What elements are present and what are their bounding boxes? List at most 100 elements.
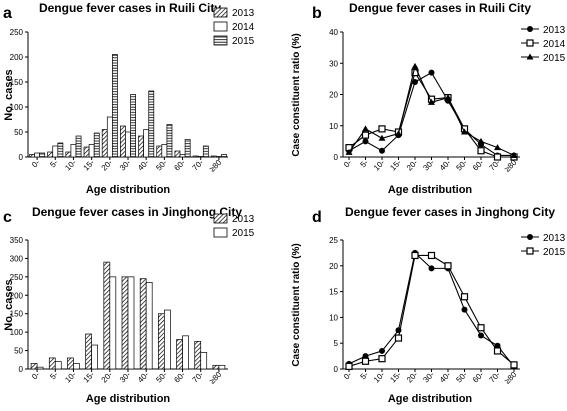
x-tick-label: 5- bbox=[359, 370, 371, 382]
data-point bbox=[428, 265, 435, 272]
data-point bbox=[345, 362, 353, 371]
x-tick-label: 50- bbox=[454, 158, 469, 173]
y-tick-label: 150 bbox=[10, 310, 24, 319]
panel-d: d Dengue fever cases in Jinghong City Case… bbox=[291, 205, 566, 405]
y-tick-label: 200 bbox=[10, 53, 24, 62]
bar bbox=[174, 150, 181, 158]
panel-c: c Dengue fever cases in Jinghong City No. … bbox=[3, 205, 255, 405]
bar bbox=[65, 151, 72, 158]
bar bbox=[52, 145, 59, 158]
series-line bbox=[348, 64, 515, 156]
y-tick-label: 0 bbox=[334, 153, 339, 162]
x-tick-label: 40- bbox=[136, 370, 151, 385]
data-point bbox=[510, 151, 518, 158]
data-point bbox=[478, 332, 484, 339]
bar bbox=[57, 142, 64, 158]
data-point bbox=[428, 98, 435, 105]
x-tick-label: 70- bbox=[487, 370, 502, 385]
y-tick-label: 250 bbox=[10, 273, 24, 282]
x-tick-label: 60- bbox=[172, 370, 187, 385]
bar bbox=[127, 276, 135, 370]
legend-swatch bbox=[213, 227, 228, 238]
series-line bbox=[348, 254, 515, 367]
data-point bbox=[394, 334, 403, 342]
data-point bbox=[362, 353, 369, 360]
x-tick-label: 10- bbox=[63, 158, 78, 173]
bar bbox=[158, 313, 165, 370]
data-point bbox=[428, 69, 435, 76]
series-line bbox=[348, 71, 514, 156]
bar bbox=[120, 125, 126, 158]
bar bbox=[176, 339, 183, 370]
y-tick-label: 200 bbox=[10, 291, 24, 300]
bar bbox=[101, 129, 108, 158]
x-tick-label: 60- bbox=[471, 370, 486, 385]
data-point bbox=[461, 128, 468, 135]
bar bbox=[197, 156, 204, 158]
y-tick-label: 100 bbox=[10, 103, 24, 112]
x-axis-label: Age distribution bbox=[86, 184, 171, 196]
y-tick-label: 300 bbox=[10, 254, 24, 263]
panel-letter: d bbox=[312, 209, 322, 226]
bar bbox=[36, 366, 44, 370]
legend-label: 2014 bbox=[232, 22, 255, 33]
bar bbox=[210, 155, 217, 158]
bar bbox=[88, 144, 95, 158]
x-tick-label: ≥80 bbox=[208, 158, 224, 174]
y-axis-label: Case constituent ratio (%) bbox=[291, 33, 302, 156]
x-tick-label: 0- bbox=[30, 158, 42, 170]
bar bbox=[184, 139, 191, 158]
x-tick-label: 20- bbox=[100, 158, 115, 173]
data-point bbox=[477, 324, 485, 332]
x-tick-label: 40- bbox=[136, 158, 151, 173]
x-tick-label: 70- bbox=[191, 370, 206, 385]
x-tick-label: 20- bbox=[100, 370, 115, 385]
legend-swatch bbox=[213, 7, 228, 18]
data-point bbox=[461, 306, 468, 313]
line-series-2015 bbox=[345, 62, 518, 158]
data-point bbox=[379, 347, 385, 354]
panel-letter: c bbox=[3, 209, 12, 226]
bar bbox=[139, 278, 147, 370]
y-tick-label: 30 bbox=[329, 59, 338, 68]
x-tick-label: 40- bbox=[438, 158, 453, 173]
data-point bbox=[493, 153, 502, 161]
data-point bbox=[411, 62, 419, 69]
bar bbox=[70, 144, 77, 158]
x-tick-label: 20- bbox=[405, 370, 420, 385]
data-point bbox=[395, 130, 402, 137]
bar bbox=[192, 155, 199, 158]
x-tick-label: 30- bbox=[421, 158, 436, 173]
x-tick-label: ≥80 bbox=[208, 370, 224, 386]
bar bbox=[83, 146, 90, 158]
data-point bbox=[477, 137, 485, 144]
x-tick-label: 0- bbox=[342, 158, 354, 170]
data-point bbox=[362, 125, 369, 132]
y-tick-label: 250 bbox=[10, 28, 24, 37]
bar bbox=[29, 154, 35, 158]
y-tick-label: 40 bbox=[329, 28, 338, 37]
chart-title: Dengue fever cases in Ruili City bbox=[39, 1, 221, 15]
data-point bbox=[510, 361, 518, 369]
data-point bbox=[345, 148, 353, 155]
data-point bbox=[378, 355, 386, 363]
y-axis-label: Case constituent ratio (%) bbox=[291, 243, 302, 366]
data-point bbox=[494, 342, 501, 349]
x-tick-label: 50- bbox=[454, 370, 469, 385]
bar bbox=[179, 154, 186, 158]
legend-label: 2013 bbox=[543, 233, 566, 244]
panel-a: a Dengue fever cases in Ruili City No. cas… bbox=[3, 1, 255, 196]
legend-label: 2015 bbox=[543, 53, 566, 64]
chart-title: Dengue fever cases in Ruili City bbox=[349, 1, 531, 15]
legend-marker bbox=[527, 234, 533, 240]
legend-label: 2015 bbox=[543, 247, 566, 258]
y-axis-label: No. cases bbox=[3, 69, 15, 120]
y-tick-label: 100 bbox=[10, 328, 24, 337]
bar bbox=[67, 357, 74, 370]
data-point bbox=[378, 125, 386, 133]
y-tick-label: 0 bbox=[19, 153, 24, 162]
bar bbox=[145, 282, 153, 370]
bar bbox=[148, 90, 155, 158]
bar bbox=[200, 352, 208, 370]
x-tick-label: 15- bbox=[82, 370, 97, 385]
